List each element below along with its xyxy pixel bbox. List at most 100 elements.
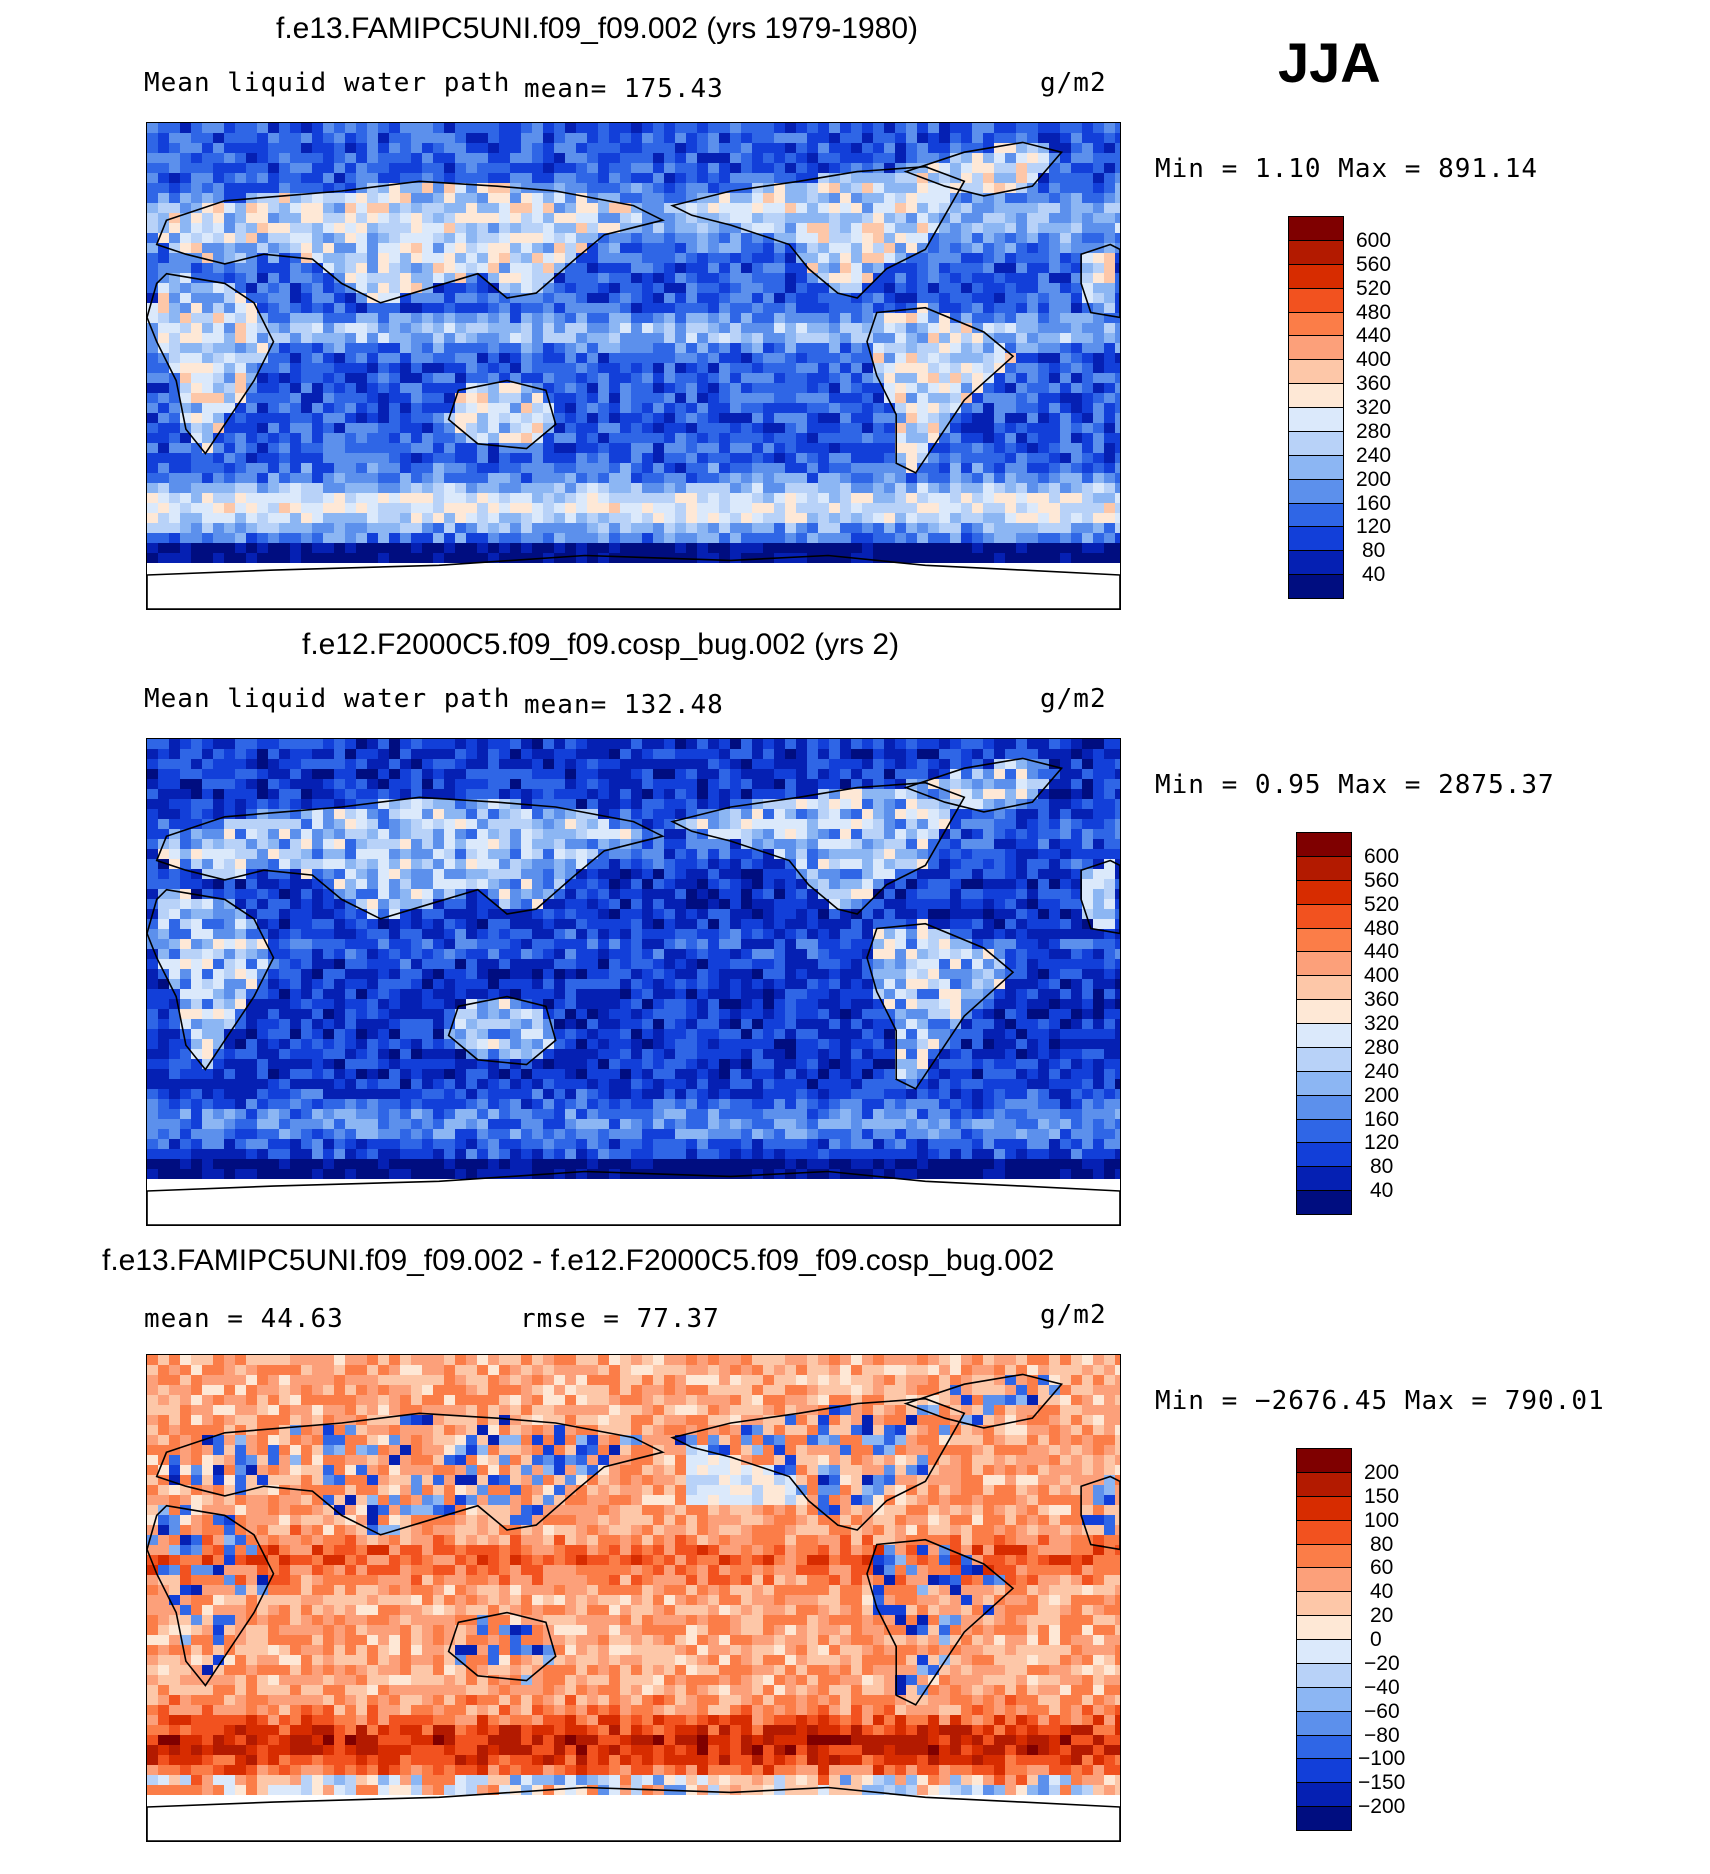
colorbar-swatch bbox=[1296, 1070, 1352, 1096]
colorbar-swatch bbox=[1296, 1094, 1352, 1120]
colorbar-tick-label: 100 bbox=[1364, 1508, 1400, 1532]
colorbar-tick-label: 200 bbox=[1356, 467, 1392, 491]
colorbar-tick-label: 240 bbox=[1364, 1059, 1400, 1083]
colorbar-swatch bbox=[1288, 359, 1344, 385]
colorbar-swatch bbox=[1288, 502, 1344, 528]
colorbar-swatch bbox=[1288, 407, 1344, 432]
colorbar-tick-label: 80 bbox=[1370, 1532, 1394, 1556]
colorbar-swatch bbox=[1296, 855, 1352, 881]
colorbar-swatch bbox=[1296, 1166, 1352, 1192]
colorbar-swatch bbox=[1296, 999, 1352, 1024]
colorbar-tick-label: −80 bbox=[1364, 1723, 1400, 1747]
panel-2-minmax: Min = 0.95 Max = 2875.37 bbox=[1155, 770, 1555, 800]
colorbar-tick-label: −60 bbox=[1364, 1699, 1400, 1723]
colorbar-tick-label: 440 bbox=[1356, 324, 1392, 348]
colorbar-swatch bbox=[1296, 903, 1352, 929]
colorbar-swatch bbox=[1288, 383, 1344, 408]
colorbar-swatch bbox=[1288, 478, 1344, 504]
colorbar-swatch bbox=[1288, 526, 1344, 552]
colorbar-swatch bbox=[1296, 1734, 1352, 1760]
colorbar-tick-label: −20 bbox=[1364, 1651, 1400, 1675]
colorbar-swatch bbox=[1296, 1567, 1352, 1593]
panel-1-units: g/m2 bbox=[1040, 68, 1107, 98]
colorbar-tick-label: 40 bbox=[1370, 1580, 1394, 1604]
colorbar-swatch bbox=[1288, 550, 1344, 576]
colorbar-tick-label: 520 bbox=[1364, 892, 1400, 916]
colorbar-swatch bbox=[1296, 1662, 1352, 1688]
colorbar-tick-label: 560 bbox=[1356, 252, 1392, 276]
colorbar-tick-label: −150 bbox=[1358, 1771, 1406, 1795]
colorbar-tick-label: 150 bbox=[1364, 1484, 1400, 1508]
colorbar-swatch bbox=[1296, 1118, 1352, 1144]
panel-1-variable-label: Mean liquid water path bbox=[144, 68, 511, 98]
colorbar-swatch bbox=[1296, 927, 1352, 953]
colorbar-swatch bbox=[1296, 1519, 1352, 1545]
colorbar-swatch bbox=[1288, 216, 1344, 241]
panel-2-mean-label: mean= 132.48 bbox=[524, 690, 724, 720]
colorbar-swatch bbox=[1296, 1190, 1352, 1215]
panel-3-minmax: Min = −2676.45 Max = 790.01 bbox=[1155, 1386, 1605, 1416]
panel-2-title: f.e12.F2000C5.f09_f09.cosp_bug.002 (yrs … bbox=[302, 628, 900, 661]
colorbar-tick-label: 20 bbox=[1370, 1604, 1394, 1628]
colorbar-tick-label: 560 bbox=[1364, 868, 1400, 892]
colorbar-swatch bbox=[1288, 454, 1344, 480]
colorbar-tick-label: 280 bbox=[1364, 1035, 1400, 1059]
panel-2-colorbar: 600 560 520 480 440 400 360 320 280 240 200 160 120 8… bbox=[1296, 832, 1416, 1215]
panel-3-units: g/m2 bbox=[1040, 1300, 1107, 1330]
panel-1-title: f.e13.FAMIPC5UNI.f09_f09.002 (yrs 1979-1… bbox=[276, 12, 919, 45]
colorbar-tick-label: 520 bbox=[1356, 276, 1392, 300]
colorbar-tick-label: 400 bbox=[1364, 964, 1400, 988]
colorbar-tick-label: 120 bbox=[1356, 515, 1392, 539]
colorbar-swatch bbox=[1288, 311, 1344, 337]
colorbar-swatch bbox=[1288, 430, 1344, 456]
colorbar-swatch bbox=[1296, 1686, 1352, 1712]
colorbar-swatch bbox=[1296, 832, 1352, 857]
colorbar-tick-label: 80 bbox=[1362, 539, 1386, 563]
colorbar-tick-label: −200 bbox=[1358, 1795, 1406, 1819]
colorbar-tick-label: 360 bbox=[1356, 372, 1392, 396]
colorbar-tick-label: 40 bbox=[1362, 563, 1386, 587]
season-label: JJA bbox=[1278, 31, 1381, 94]
panel-3-map bbox=[146, 1354, 1121, 1842]
panel-1-mean-label: mean= 175.43 bbox=[524, 74, 724, 104]
colorbar-swatch bbox=[1288, 574, 1344, 599]
colorbar-swatch bbox=[1296, 1758, 1352, 1784]
colorbar-swatch bbox=[1296, 1782, 1352, 1808]
colorbar-swatch bbox=[1296, 1448, 1352, 1473]
colorbar-tick-label: 120 bbox=[1364, 1131, 1400, 1155]
colorbar-swatch bbox=[1288, 239, 1344, 265]
colorbar-swatch bbox=[1296, 1710, 1352, 1736]
colorbar-tick-label: −40 bbox=[1364, 1675, 1400, 1699]
colorbar-tick-label: 480 bbox=[1364, 916, 1400, 940]
colorbar-swatch bbox=[1288, 263, 1344, 289]
colorbar-tick-label: 400 bbox=[1356, 348, 1392, 372]
colorbar-tick-label: 280 bbox=[1356, 419, 1392, 443]
colorbar-tick-label: 320 bbox=[1364, 1012, 1400, 1035]
colorbar-tick-label: 360 bbox=[1364, 988, 1400, 1012]
panel-3-colorbar: 200 150 100 80 60 40 20 0 −20 −40 −60 −80 −100 −150 −2… bbox=[1296, 1448, 1426, 1831]
colorbar-tick-label: 600 bbox=[1364, 844, 1400, 868]
colorbar-tick-label: 160 bbox=[1356, 491, 1392, 515]
colorbar-tick-label: 320 bbox=[1356, 396, 1392, 419]
colorbar-swatch bbox=[1296, 975, 1352, 1001]
colorbar-swatch bbox=[1296, 1806, 1352, 1831]
panel-1-map bbox=[146, 122, 1121, 610]
colorbar-tick-label: 200 bbox=[1364, 1460, 1400, 1484]
colorbar-swatch bbox=[1296, 1471, 1352, 1497]
colorbar-swatch bbox=[1288, 287, 1344, 313]
colorbar-swatch bbox=[1296, 951, 1352, 977]
panel-2-map bbox=[146, 738, 1121, 1226]
colorbar-swatch bbox=[1296, 1639, 1352, 1664]
colorbar-swatch bbox=[1296, 1615, 1352, 1640]
panel-3-mean-label: mean = 44.63 bbox=[144, 1304, 344, 1334]
colorbar-tick-label: 200 bbox=[1364, 1083, 1400, 1107]
panel-2-variable-label: Mean liquid water path bbox=[144, 684, 511, 714]
panel-3-title: f.e13.FAMIPC5UNI.f09_f09.002 - f.e12.F20… bbox=[102, 1244, 1055, 1277]
colorbar-tick-label: 480 bbox=[1356, 300, 1392, 324]
colorbar-tick-label: 0 bbox=[1370, 1628, 1382, 1651]
colorbar-tick-label: 600 bbox=[1356, 228, 1392, 252]
colorbar-swatch bbox=[1288, 335, 1344, 361]
colorbar-tick-label: 40 bbox=[1370, 1179, 1394, 1203]
colorbar-swatch bbox=[1296, 1046, 1352, 1072]
panel-1-colorbar: 600 560 520 480 440 400 360 320 280 240 200 160 120 8… bbox=[1288, 216, 1408, 599]
